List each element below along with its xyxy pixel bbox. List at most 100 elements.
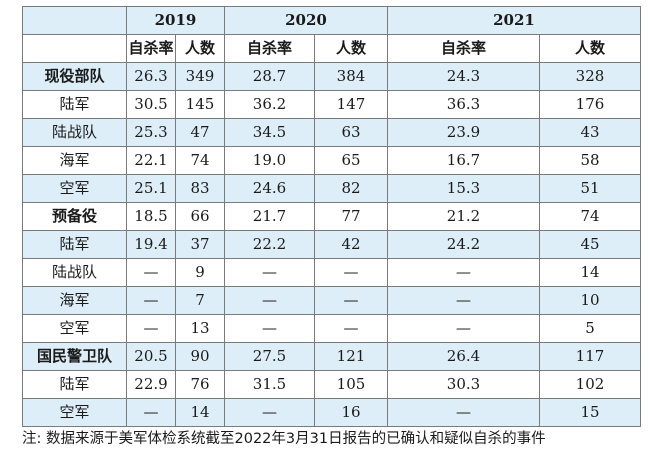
count-cell: 51 [539,174,641,203]
rate-cell: — [387,286,540,315]
count-cell: 328 [539,62,641,91]
count-cell: 16 [314,398,388,427]
table-row: 海军 22.1 74 19.0 65 16.7 58 [22,146,641,175]
rate-cell: — [126,286,176,315]
rate-cell: — [224,286,315,315]
count-cell: — [314,286,388,315]
rate-cell: — [387,314,540,343]
count-cell: 14 [175,398,225,427]
table-row: 陆军 30.5 145 36.2 147 36.3 176 [22,90,641,119]
year-header-row: 2019 2020 2021 [22,6,641,35]
rate-cell: 27.5 [224,342,315,371]
rate-cell: 30.5 [126,90,176,119]
table-row: 预备役 18.5 66 21.7 77 21.2 74 [22,202,641,231]
rate-cell: 22.9 [126,370,176,399]
table-row: 陆军 22.9 76 31.5 105 30.3 102 [22,370,641,399]
row-label: 空军 [22,398,127,427]
count-cell: 90 [175,342,225,371]
rate-cell: — [387,398,540,427]
suicide-statistics-table: 2019 2020 2021 自杀率 人数 自杀率 人数 自杀率 人数 现役部队… [22,6,641,427]
table-row: 陆战队 25.3 47 34.5 63 23.9 43 [22,118,641,147]
table-row: 陆军 19.4 37 22.2 42 24.2 45 [22,230,641,259]
count-cell: 9 [175,258,225,287]
count-cell: 117 [539,342,641,371]
table-body: 现役部队 26.3 349 28.7 384 24.3 328 陆军 30.5 145 36.2 14… [22,62,641,427]
rate-cell: 20.5 [126,342,176,371]
count-cell: 63 [314,118,388,147]
rate-cell: 31.5 [224,370,315,399]
rate-cell: 30.3 [387,370,540,399]
count-cell: 384 [314,62,388,91]
count-cell: 145 [175,90,225,119]
table-row: 现役部队 26.3 349 28.7 384 24.3 328 [22,62,641,91]
count-cell: 45 [539,230,641,259]
row-label: 空军 [22,174,127,203]
rate-cell: — [126,314,176,343]
count-cell: 121 [314,342,388,371]
row-label: 现役部队 [22,62,127,91]
count-cell: 102 [539,370,641,399]
rate-cell: 15.3 [387,174,540,203]
year-header: 2019 [126,6,225,35]
rate-cell: — [387,258,540,287]
table-row: 空军 25.1 83 24.6 82 15.3 51 [22,174,641,203]
suicide-statistics-table-container: 2019 2020 2021 自杀率 人数 自杀率 人数 自杀率 人数 现役部队… [22,6,641,427]
corner-cell [22,6,127,35]
count-cell: 7 [175,286,225,315]
count-cell: 147 [314,90,388,119]
count-cell: 14 [539,258,641,287]
rate-cell: 22.2 [224,230,315,259]
row-label: 国民警卫队 [22,342,127,371]
count-cell: 105 [314,370,388,399]
subheader-row: 自杀率 人数 自杀率 人数 自杀率 人数 [22,34,641,63]
column-header: 自杀率 [126,34,176,63]
row-label: 陆军 [22,230,127,259]
rate-cell: 24.2 [387,230,540,259]
rate-cell: 24.3 [387,62,540,91]
row-label: 预备役 [22,202,127,231]
count-cell: 42 [314,230,388,259]
column-header: 人数 [314,34,388,63]
rate-cell: — [224,398,315,427]
rate-cell: 18.5 [126,202,176,231]
table-row: 国民警卫队 20.5 90 27.5 121 26.4 117 [22,342,641,371]
count-cell: 77 [314,202,388,231]
count-cell: 76 [175,370,225,399]
rate-cell: 26.3 [126,62,176,91]
rate-cell: 21.7 [224,202,315,231]
count-cell: 13 [175,314,225,343]
count-cell: 65 [314,146,388,175]
row-label: 陆战队 [22,258,127,287]
count-cell: 5 [539,314,641,343]
column-header: 自杀率 [387,34,540,63]
rate-cell: 23.9 [387,118,540,147]
count-cell: 15 [539,398,641,427]
count-cell: 74 [539,202,641,231]
row-label: 陆战队 [22,118,127,147]
rate-cell: — [126,398,176,427]
count-cell: 47 [175,118,225,147]
rate-cell: 34.5 [224,118,315,147]
count-cell: — [314,258,388,287]
rate-cell: 24.6 [224,174,315,203]
count-cell: 58 [539,146,641,175]
year-header: 2020 [224,6,388,35]
rate-cell: 19.0 [224,146,315,175]
count-cell: 176 [539,90,641,119]
footnote: 注: 数据来源于美军体检系统截至2022年3月31日报告的已确认和疑似自杀的事件 [22,431,546,447]
column-header: 自杀率 [224,34,315,63]
rate-cell: 25.3 [126,118,176,147]
row-label: 海军 [22,286,127,315]
rate-cell: 28.7 [224,62,315,91]
row-label: 陆军 [22,370,127,399]
column-header: 人数 [175,34,225,63]
row-label: 空军 [22,314,127,343]
rate-cell: 22.1 [126,146,176,175]
rate-cell: 25.1 [126,174,176,203]
row-label: 海军 [22,146,127,175]
year-header: 2021 [387,6,641,35]
count-cell: — [314,314,388,343]
count-cell: 66 [175,202,225,231]
count-cell: 349 [175,62,225,91]
rate-cell: 19.4 [126,230,176,259]
